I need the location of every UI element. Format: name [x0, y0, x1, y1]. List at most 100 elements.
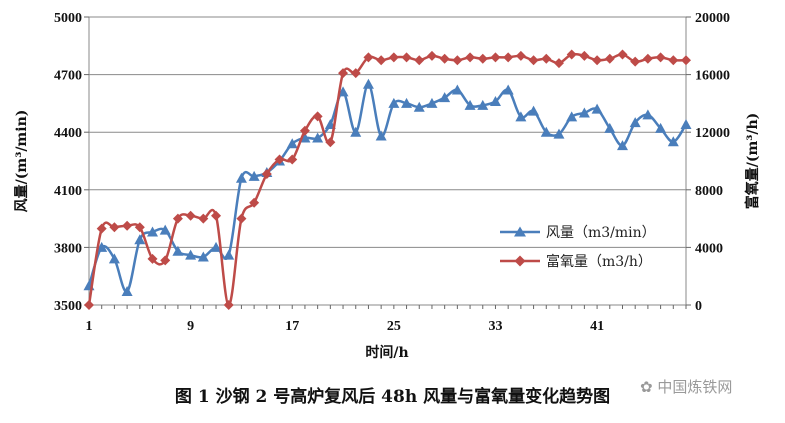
data-point [223, 300, 234, 310]
data-point [515, 50, 526, 61]
watermark-text: 中国炼铁网 [657, 378, 733, 396]
data-point [108, 253, 120, 264]
series-layer [83, 49, 692, 310]
data-point [642, 53, 653, 64]
x-tick-label: 17 [285, 319, 299, 334]
x-tick-label: 1 [86, 319, 93, 334]
data-point [604, 53, 615, 64]
data-point [312, 111, 323, 122]
data-point [503, 52, 514, 63]
data-point [579, 50, 590, 61]
data-point [439, 92, 451, 103]
data-point [489, 95, 501, 106]
data-point [375, 130, 387, 141]
data-point [325, 137, 336, 148]
x-axis: 1 9 17 25 33 41 [86, 305, 687, 334]
data-point [553, 58, 564, 69]
x-tick-label: 41 [590, 319, 604, 334]
wechat-icon: ✿ [640, 378, 653, 396]
x-axis-title: 时间/h [365, 344, 408, 361]
data-point [490, 52, 501, 63]
data-point [553, 128, 565, 139]
data-point [134, 234, 146, 245]
data-point [185, 210, 196, 221]
x-tick-label: 25 [387, 319, 401, 334]
data-point [465, 52, 476, 63]
left-tick-label: 4100 [54, 184, 82, 199]
data-point [388, 52, 399, 63]
data-point [261, 168, 272, 179]
data-point [172, 213, 183, 224]
data-point [591, 103, 603, 114]
data-point [426, 97, 438, 108]
data-point [147, 226, 159, 237]
data-point [477, 53, 488, 64]
x-tick-label: 33 [488, 319, 502, 334]
left-tick-label: 3800 [54, 241, 82, 256]
left-tick-label: 3500 [54, 299, 82, 314]
watermark: ✿ 中国炼铁网 [640, 376, 732, 397]
data-point [109, 222, 120, 233]
right-tick-label: 12000 [695, 126, 730, 141]
data-point [134, 222, 145, 233]
data-point [84, 300, 94, 310]
data-point [616, 140, 628, 151]
data-point [350, 68, 361, 79]
series-oxygen [84, 49, 691, 310]
data-point [477, 99, 489, 110]
data-point [249, 197, 260, 208]
chart-svg: 3500 3800 4100 4400 4700 5000 0 4000 8000 12000 1… [14, 11, 761, 361]
legend-label-wind: 风量（m3/min） [546, 225, 656, 241]
data-point [401, 52, 412, 63]
data-point [363, 52, 374, 63]
data-point [413, 101, 425, 112]
data-point [528, 105, 540, 116]
data-point [502, 84, 514, 95]
data-point [515, 111, 527, 122]
data-point [617, 49, 628, 60]
data-point [312, 132, 324, 143]
data-point [350, 126, 362, 137]
data-point [604, 122, 616, 133]
data-point [592, 55, 603, 66]
right-tick-label: 0 [695, 299, 702, 314]
data-point [197, 251, 209, 262]
right-tick-label: 8000 [695, 184, 723, 199]
legend-label-oxygen: 富氧量（m3/h） [546, 253, 652, 270]
data-point [629, 117, 641, 128]
data-point [566, 49, 577, 60]
data-point [668, 55, 679, 66]
data-point [401, 97, 413, 108]
data-point [211, 210, 222, 221]
data-point [198, 213, 209, 224]
data-point [464, 99, 476, 110]
left-tick-label: 4400 [54, 126, 82, 141]
data-point [235, 172, 247, 183]
data-point [667, 136, 679, 147]
plot-area-frame [88, 16, 687, 306]
x-tick-label: 9 [187, 319, 194, 334]
legend: 风量（m3/min） 富氧量（m3/h） [500, 225, 656, 270]
data-point [122, 220, 133, 231]
data-point [96, 241, 108, 252]
data-point [528, 55, 539, 66]
data-point [185, 249, 197, 260]
data-point [376, 55, 387, 66]
left-tick-label: 4700 [54, 69, 82, 84]
series-wind [83, 78, 692, 297]
data-point [414, 55, 425, 66]
data-point [680, 119, 692, 130]
data-point [338, 68, 349, 79]
figure-caption: 图 1 沙钢 2 号高炉复风后 48h 风量与富氧量变化趋势图 [174, 387, 611, 407]
data-point [299, 125, 310, 136]
data-point [286, 138, 298, 149]
data-point [452, 55, 463, 66]
data-point [96, 223, 107, 234]
data-point [630, 56, 641, 67]
left-axis-title: 风量/(m³/min) [14, 110, 30, 213]
data-point [274, 154, 285, 165]
data-point [426, 50, 437, 61]
data-point [160, 255, 171, 266]
right-tick-label: 4000 [695, 241, 723, 256]
right-axis: 0 4000 8000 12000 16000 20000 [686, 11, 730, 314]
